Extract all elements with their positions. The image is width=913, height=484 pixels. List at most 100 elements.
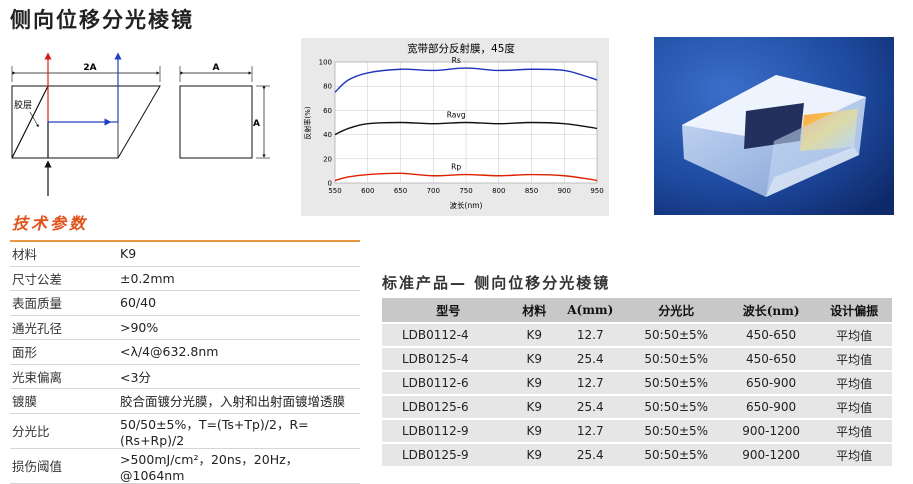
series-label-rs: Rs [452, 56, 461, 65]
table-row: LDB0125-4 K9 25.4 50:50±5% 450-650 平均值 [382, 348, 892, 370]
spec-row: 表面质量 60/40 [10, 290, 360, 316]
dimension-2a [11, 66, 161, 82]
x-tick-label: 950 [590, 187, 603, 195]
series-line-rs [334, 67, 598, 93]
y-tick-label: 60 [323, 107, 332, 115]
cell-wavelength: 650-900 [725, 396, 817, 418]
series-label-rp: Rp [451, 163, 461, 172]
prism-side-view [179, 85, 253, 159]
spec-row: 镀膜 胶合面镀分光膜，入射和出射面镀增透膜 [10, 388, 360, 414]
cell-wavelength: 450-650 [725, 324, 817, 346]
specs-table: 材料 K9 尺寸公差 ±0.2mm 表面质量 60/40 通光孔径 >90% 面形 <λ/… [10, 240, 360, 484]
spec-value: 60/40 [120, 290, 360, 316]
spec-row: 面形 <λ/4@632.8nm [10, 339, 360, 365]
x-tick-label: 800 [492, 187, 505, 195]
cell-model: LDB0125-9 [382, 444, 515, 466]
x-tick-label: 900 [558, 187, 571, 195]
spec-row: 光束偏离 <3分 [10, 364, 360, 389]
spec-value: <3分 [120, 364, 360, 389]
cell-size: 12.7 [553, 324, 627, 346]
cell-model: LDB0125-4 [382, 348, 515, 370]
series-line-ravg [334, 121, 598, 136]
cell-wavelength: 650-900 [725, 372, 817, 394]
spec-row: 材料 K9 [10, 240, 360, 267]
cell-split-ratio: 50:50±5% [626, 324, 726, 346]
cell-model: LDB0112-6 [382, 372, 515, 394]
spec-key: 尺寸公差 [10, 266, 120, 291]
spec-value: >500mJ/cm²，20ns，20Hz，@1064nm [120, 448, 360, 484]
y-tick-label: 40 [323, 131, 332, 139]
series-line-rp [334, 172, 598, 182]
x-axis-label: 波长(nm) [450, 200, 483, 210]
spec-value: 50/50±5%，T=(Ts+Tp)/2，R=(Rs+Rp)/2 [120, 413, 360, 449]
chart-title: 宽带部分反射膜，45度 [407, 42, 515, 55]
x-tick-label: 600 [361, 187, 374, 195]
y-tick-label: 100 [319, 59, 332, 67]
specs-heading: 技术参数 [12, 214, 89, 233]
spec-value: ±0.2mm [120, 266, 360, 291]
spec-key: 镀膜 [10, 388, 120, 414]
table-row: LDB0112-6 K9 12.7 50:50±5% 650-900 平均值 [382, 372, 892, 394]
cell-size: 12.7 [553, 372, 627, 394]
spec-value: 胶合面镀分光膜，入射和出射面镀增透膜 [120, 388, 360, 414]
cell-polarization: 平均值 [816, 420, 892, 442]
dim-a-side-label: A [253, 119, 260, 129]
col-header-polarization: 设计偏振 [816, 298, 892, 322]
spec-key: 损伤阈值 [10, 448, 120, 484]
cell-split-ratio: 50:50±5% [626, 348, 726, 370]
spec-row: 通光孔径 >90% [10, 315, 360, 340]
cell-split-ratio: 50:50±5% [626, 444, 726, 466]
cell-material: K9 [514, 444, 554, 466]
spec-row: 尺寸公差 ±0.2mm [10, 266, 360, 291]
x-tick-label: 550 [328, 187, 341, 195]
table-row: LDB0112-4 K9 12.7 50:50±5% 450-650 平均值 [382, 324, 892, 346]
cell-wavelength: 900-1200 [725, 444, 817, 466]
cell-size: 25.4 [553, 444, 627, 466]
cell-polarization: 平均值 [816, 348, 892, 370]
spec-key: 通光孔径 [10, 315, 120, 340]
products-header-row: 型号 材料 A(mm) 分光比 波长(nm) 设计偏振 [382, 298, 892, 322]
cell-wavelength: 900-1200 [725, 420, 817, 442]
col-header-model: 型号 [382, 298, 515, 322]
cell-material: K9 [514, 372, 554, 394]
cell-polarization: 平均值 [816, 324, 892, 346]
spec-value: >90% [120, 315, 360, 340]
x-tick-label: 650 [394, 187, 407, 195]
cell-material: K9 [514, 348, 554, 370]
spec-key: 表面质量 [10, 290, 120, 316]
spec-key: 光束偏离 [10, 364, 120, 389]
y-tick-label: 0 [328, 180, 332, 188]
cell-model: LDB0112-9 [382, 420, 515, 442]
cell-split-ratio: 50:50±5% [626, 372, 726, 394]
cell-polarization: 平均值 [816, 444, 892, 466]
page-title: 侧向位移分光棱镜 [10, 8, 194, 32]
cell-size: 12.7 [553, 420, 627, 442]
series-label-ravg: Ravg [447, 111, 466, 120]
cell-size: 25.4 [553, 348, 627, 370]
dim-2a-label: 2A [83, 63, 96, 73]
col-header-wavelength: 波长(nm) [725, 298, 817, 322]
y-tick-label: 20 [323, 155, 332, 163]
col-header-split-ratio: 分光比 [626, 298, 726, 322]
spec-row: 损伤阈值 >500mJ/cm²，20ns，20Hz，@1064nm [10, 448, 360, 484]
cell-model: LDB0112-4 [382, 324, 515, 346]
cell-model: LDB0125-6 [382, 396, 515, 418]
cell-material: K9 [514, 420, 554, 442]
cell-polarization: 平均值 [816, 396, 892, 418]
cell-split-ratio: 50:50±5% [626, 420, 726, 442]
prism-photo [654, 37, 894, 215]
glue-layer-label: 胶层 [14, 99, 32, 111]
spec-value: <λ/4@632.8nm [120, 339, 360, 365]
cell-material: K9 [514, 396, 554, 418]
reflectance-chart-panel: 宽带部分反射膜，45度 0 20 40 60 80 100 550 600 650 700 750 8… [301, 38, 609, 216]
cell-size: 25.4 [553, 396, 627, 418]
cell-polarization: 平均值 [816, 372, 892, 394]
x-tick-label: 700 [427, 187, 440, 195]
spec-row: 分光比 50/50±5%，T=(Ts+Tp)/2，R=(Rs+Rp)/2 [10, 413, 360, 449]
table-row: LDB0112-9 K9 12.7 50:50±5% 900-1200 平均值 [382, 420, 892, 442]
spec-value: K9 [120, 240, 360, 267]
table-row: LDB0125-9 K9 25.4 50:50±5% 900-1200 平均值 [382, 444, 892, 466]
spec-key: 面形 [10, 339, 120, 365]
dim-a-top-label: A [213, 63, 220, 73]
cell-wavelength: 450-650 [725, 348, 817, 370]
